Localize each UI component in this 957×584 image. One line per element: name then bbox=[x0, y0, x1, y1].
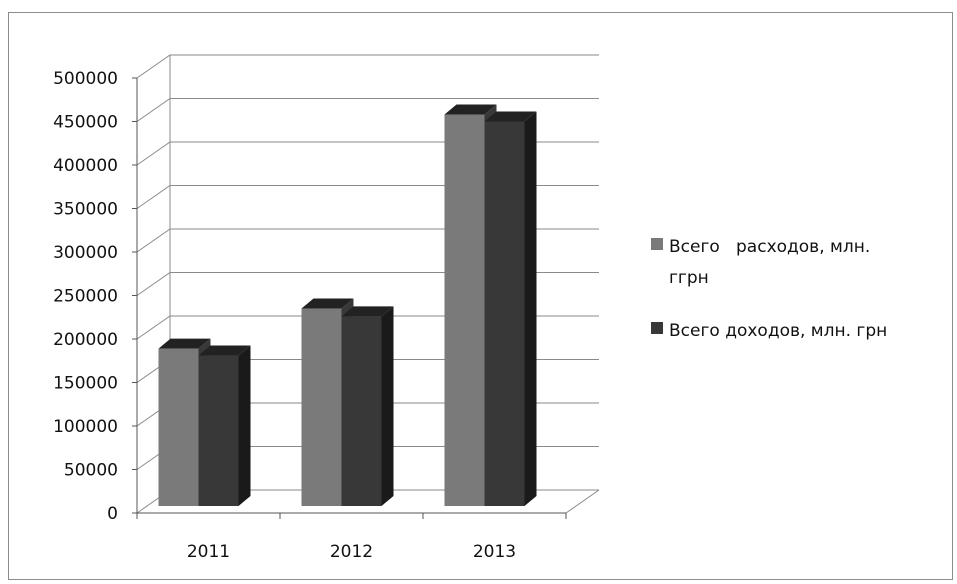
y-tick-label: 500000 bbox=[53, 69, 118, 89]
bar-top bbox=[341, 306, 394, 317]
legend-label-expenses-line1: Всего расходов, млн. bbox=[669, 237, 870, 257]
bar-side bbox=[524, 111, 537, 506]
x-tick-label: 2012 bbox=[330, 542, 373, 562]
y-tick-label: 400000 bbox=[53, 156, 118, 176]
bar bbox=[158, 348, 199, 506]
bar-side bbox=[381, 306, 394, 506]
x-tick-label: 2011 bbox=[187, 542, 230, 562]
legend-swatch-expenses bbox=[651, 238, 663, 250]
y-tick-label: 350000 bbox=[53, 200, 118, 220]
y-tick-label: 300000 bbox=[53, 243, 118, 263]
legend-label-income: Всего доходов, млн. грн bbox=[669, 321, 887, 341]
bar bbox=[444, 114, 485, 506]
legend-swatch-income bbox=[651, 322, 663, 334]
x-axis-tick-labels: 2011 2012 2013 bbox=[187, 542, 516, 562]
bar-top bbox=[158, 338, 211, 349]
bar-side bbox=[238, 345, 251, 506]
y-tick-label: 250000 bbox=[53, 287, 118, 307]
bars bbox=[158, 104, 537, 506]
y-tick-label: 100000 bbox=[53, 417, 118, 437]
bar-top bbox=[484, 111, 537, 122]
bar bbox=[341, 316, 382, 506]
x-tick-label: 2013 bbox=[473, 542, 516, 562]
gridline bbox=[136, 54, 599, 79]
gridline bbox=[136, 98, 599, 122]
bar-top bbox=[301, 298, 354, 309]
y-axis-tick-labels: 0 50000 100000 150000 200000 250000 3000… bbox=[53, 69, 118, 524]
bar-top bbox=[198, 345, 251, 356]
y-tick-label: 0 bbox=[107, 504, 118, 524]
y-tick-label: 50000 bbox=[64, 461, 118, 481]
bar-top bbox=[444, 104, 497, 115]
bar bbox=[301, 308, 342, 506]
legend: Всего расходов, млн. ггрн Всего доходов,… bbox=[651, 237, 887, 341]
y-tick-label: 200000 bbox=[53, 330, 118, 350]
axes bbox=[132, 77, 567, 519]
legend-label-expenses-line2: ггрн bbox=[669, 268, 709, 288]
y-tick-label: 450000 bbox=[53, 113, 118, 133]
bar bbox=[198, 355, 239, 506]
y-tick-label: 150000 bbox=[53, 374, 118, 394]
bar bbox=[484, 121, 525, 506]
floor-edge bbox=[565, 489, 600, 514]
